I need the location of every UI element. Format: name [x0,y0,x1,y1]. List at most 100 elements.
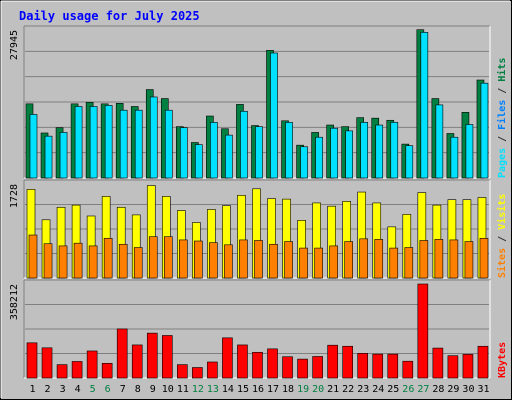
bar-sites [43,243,53,279]
bar-pages [119,109,128,179]
panel-top: 27945 Pages / Files / Hits [9,25,508,179]
x-axis-day-labels: 1 2 3 4 5 6 7 8 9 10 11 12 13 14 15 16 17 18 19 20 21 22 23 24 2… [30,384,490,395]
x-tick-label: 20 [312,384,324,395]
bar-kbytes [312,356,323,379]
bar-pages [255,126,263,179]
x-tick-label: 31 [477,384,489,395]
x-tick-label: 25 [387,384,399,395]
bar-sites [419,240,429,279]
x-tick-label: 22 [342,384,354,395]
bar-pages [104,105,113,179]
bar-sites [133,247,143,279]
bar-pages [285,122,293,179]
x-tick-label: 15 [237,384,249,395]
legend-entry: / [497,230,508,248]
bar-kbytes [342,345,353,379]
x-tick-label: 30 [462,384,474,395]
bar-sites [73,242,83,279]
y-axis-max-label: 27945 [9,30,20,60]
bar-pages [149,96,158,179]
bar-sites [148,236,158,279]
chart-title: Daily usage for July 2025 [19,9,200,23]
bar-kbytes [327,344,338,379]
bar-sites [239,239,248,279]
bar-pages [29,114,38,179]
bar-sites [28,234,38,279]
x-tick-label: 11 [177,384,189,395]
bar-pages [330,127,338,179]
bar-sites [118,243,128,279]
y-axis-max-label: 1728 [9,184,20,208]
bar-sites [58,245,68,279]
bar-sites [299,247,308,279]
bar-pages [270,52,278,179]
bar-pages [134,109,143,179]
legend-entry: Sites [496,248,508,278]
bar-pages [435,104,444,179]
bar-pages [59,132,68,179]
bar-pages [89,106,98,179]
bar-pages [420,32,429,179]
legend-entry: / [497,82,508,100]
bar-pages [315,136,323,179]
x-tick-label: 17 [267,384,279,395]
bar-sites [88,245,98,279]
bar-sites [194,240,203,279]
bar-kbytes [417,283,429,379]
bar-kbytes [297,358,308,379]
bar-pages [405,145,414,179]
x-tick-label: 16 [252,384,264,395]
x-tick-label: 8 [135,384,141,395]
bar-sites [163,236,173,279]
x-tick-label: 29 [447,384,459,395]
bar-pages [465,124,474,179]
x-tick-label: 2 [45,384,51,395]
x-tick-label: 28 [432,384,444,395]
bar-kbytes [282,356,293,379]
bar-pages [450,136,459,179]
bar-pages [225,134,233,179]
bar-kbytes [41,347,53,379]
bar-pages [74,106,83,179]
bar-kbytes [252,351,263,379]
bar-kbytes [116,328,128,379]
x-tick-label: 23 [357,384,369,395]
x-tick-label: 27 [417,384,429,395]
bar-kbytes [207,361,218,379]
panel-middle: 1728 Sites / Visits [9,179,508,279]
bar-kbytes [357,353,369,379]
bar-kbytes [477,345,489,379]
bar-sites [254,240,263,279]
x-tick-label: 4 [75,384,81,395]
bar-sites [449,239,459,279]
bar-kbytes [192,367,203,379]
chart-panels: 27945 Pages / Files / Hits 1728 Sites / Vis… [9,25,508,379]
legend-label: Sites / Visits [496,194,508,278]
bar-kbytes [387,353,399,379]
bar-pages [345,130,353,179]
bar-sites [344,241,353,279]
bar-kbytes [447,355,459,379]
legend-label: Pages / Files / Hits [496,58,508,178]
bar-pages [375,124,384,179]
bar-sites [374,239,384,279]
x-tick-label: 12 [192,384,204,395]
x-tick-label: 19 [297,384,309,395]
bar-kbytes [402,360,414,379]
bar-kbytes [56,364,68,379]
bar-kbytes [26,342,38,379]
legend-entry: KBytes [497,342,508,378]
bar-kbytes [267,348,278,379]
bar-pages [240,110,248,179]
bar-kbytes [161,335,173,379]
x-tick-label: 18 [282,384,294,395]
x-tick-label: 13 [207,384,219,395]
bar-pages [360,122,369,179]
legend-entry: Pages [497,148,508,178]
x-tick-label: 24 [372,384,384,395]
x-tick-label: 26 [402,384,414,395]
x-tick-label: 14 [222,384,234,395]
bar-pages [300,146,308,179]
legend-entry: Files [496,100,508,130]
